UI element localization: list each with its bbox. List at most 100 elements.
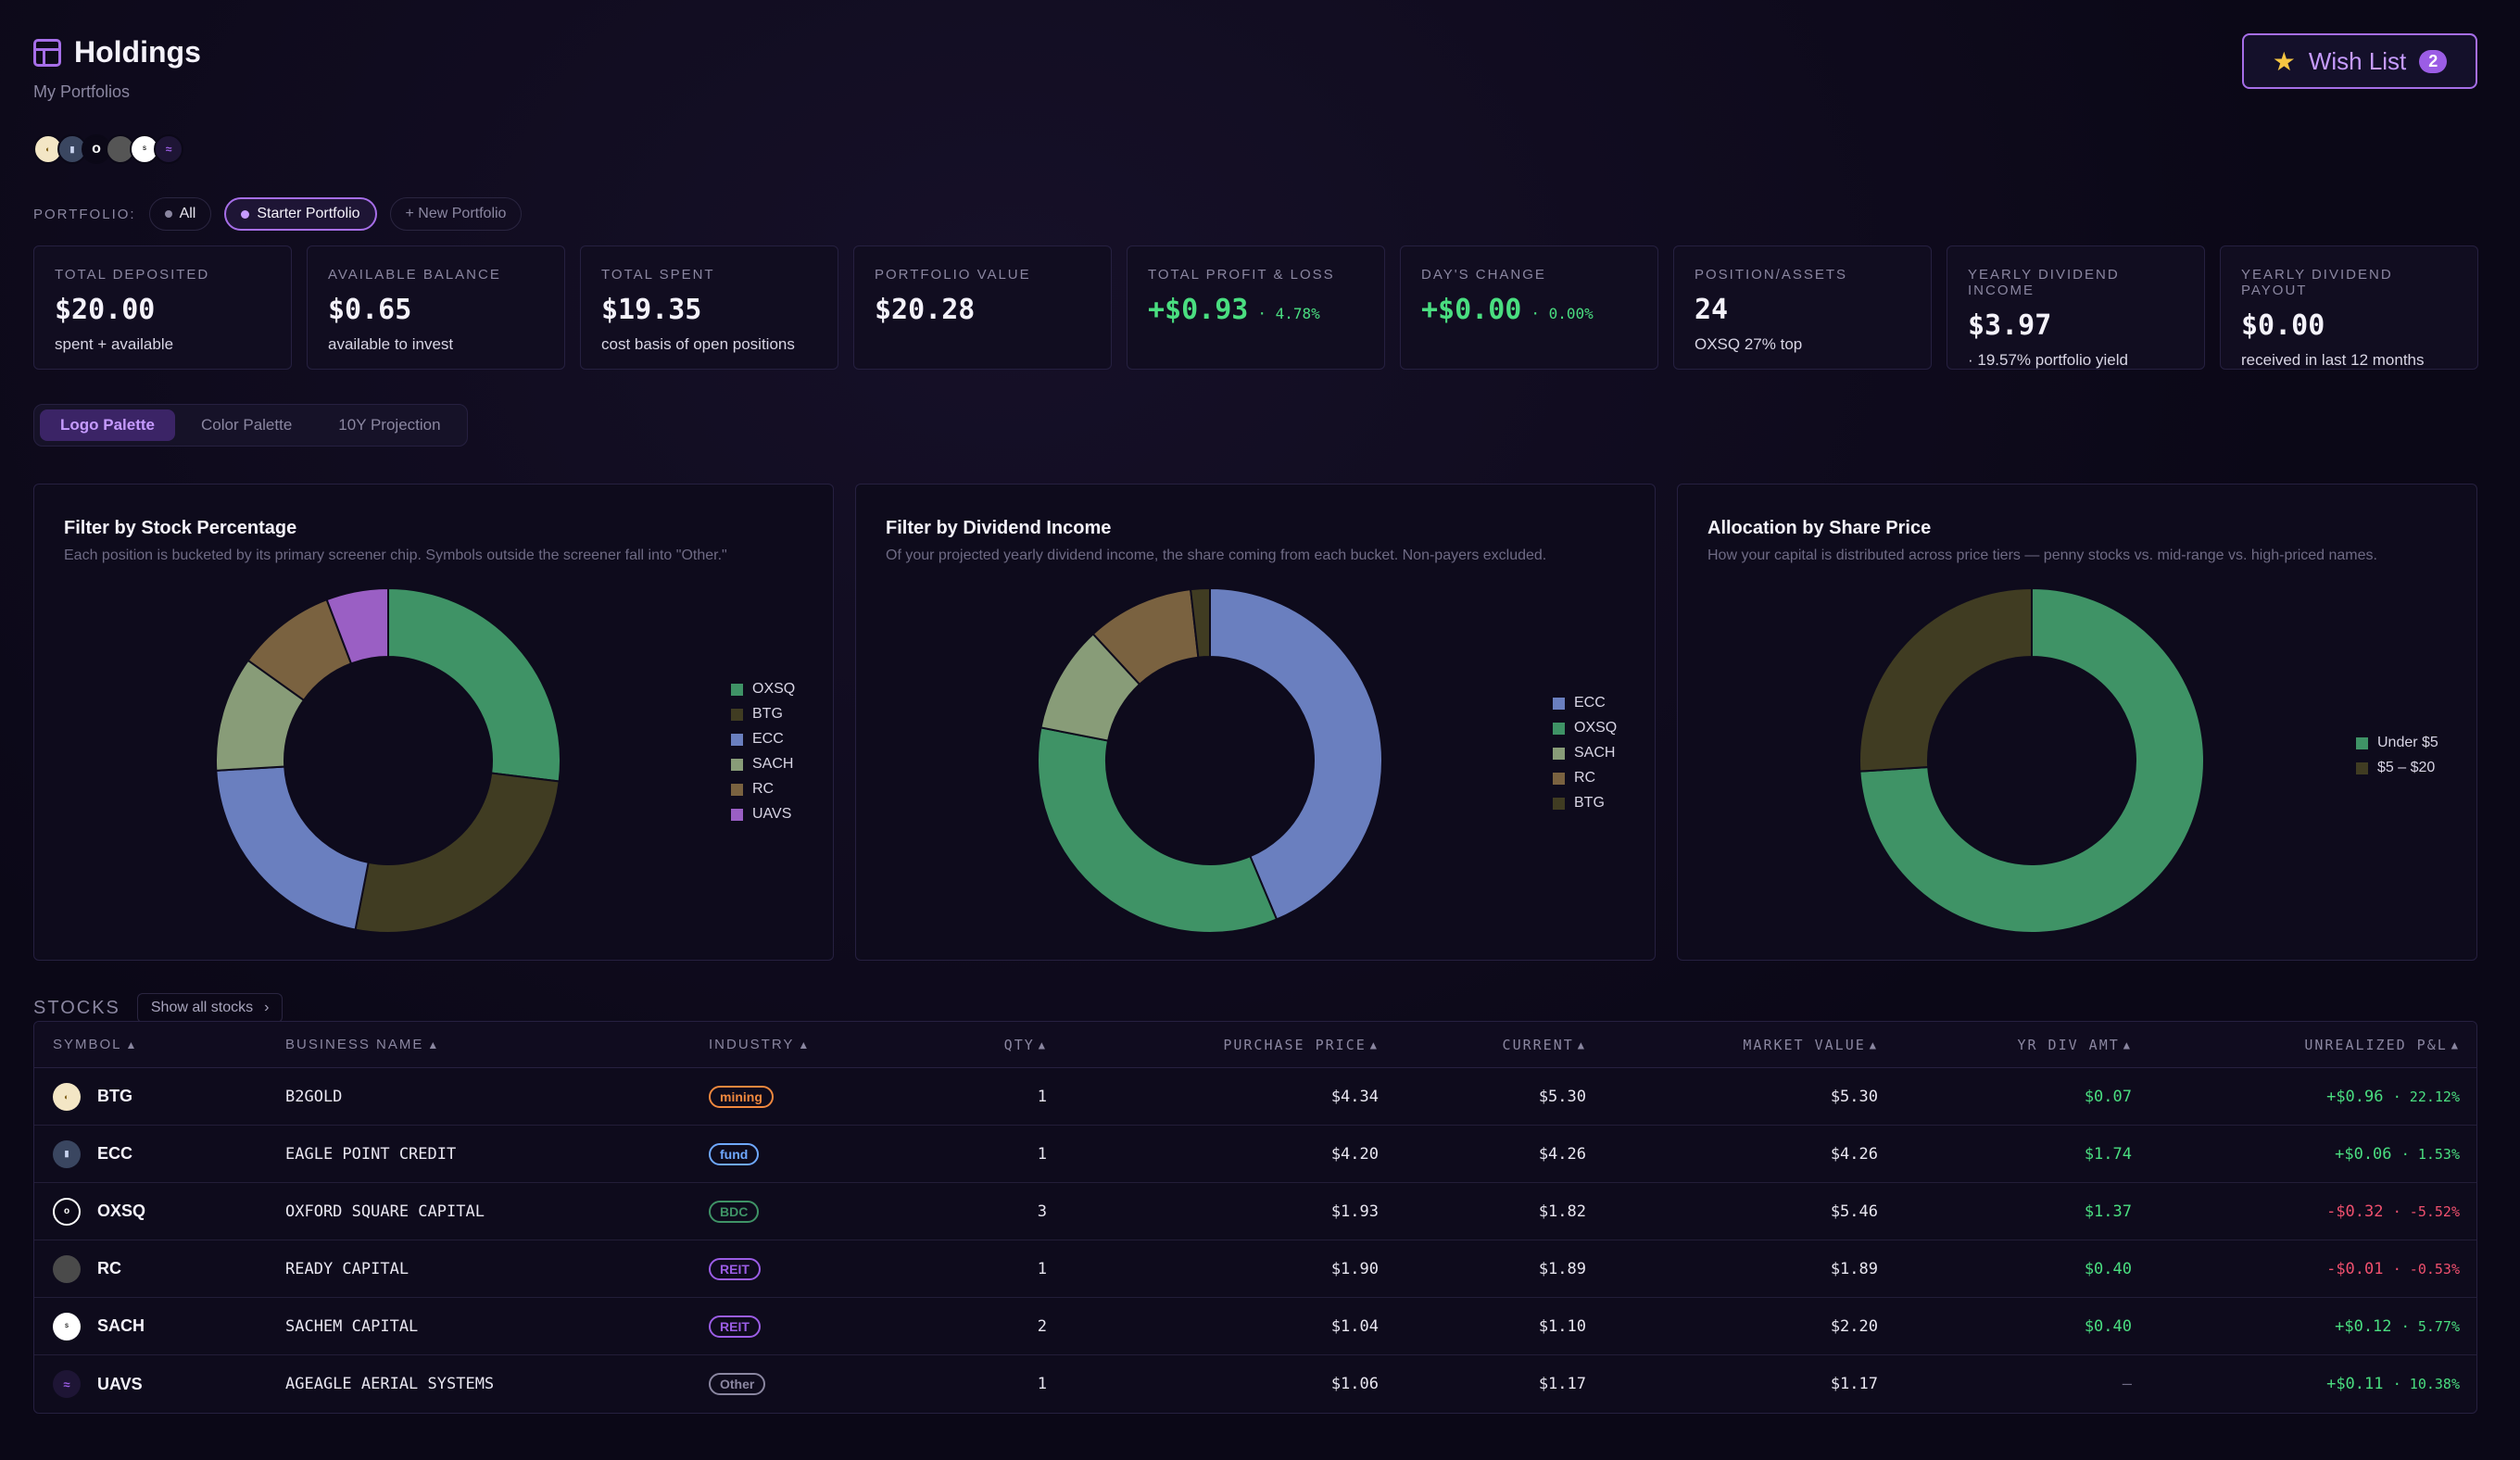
business-name-cell: SACHEM CAPITAL — [285, 1316, 419, 1336]
market-value-cell: $5.46 — [1830, 1202, 1878, 1221]
table-row[interactable]: ◐ BTG B2GOLD mining 1 $4.34 $5.30 $5.30 $0.07 +$0… — [34, 1068, 2476, 1126]
portfolio-all-pill[interactable]: All — [148, 197, 212, 231]
stat-card: YEARLY DIVIDEND INCOME $3.97 · 19.57% port… — [1947, 245, 2205, 370]
portfolio-logo-strip: ◐ ▮ o S ≈ — [33, 134, 183, 164]
sort-asc-icon: ▲ — [1038, 1038, 1047, 1051]
purchase-price-cell: $1.90 — [1330, 1259, 1379, 1278]
col-header-purchase-price[interactable]: PURCHASE PRICE ▲ — [1223, 1036, 1379, 1053]
dot-icon — [241, 209, 250, 219]
legend-item[interactable]: SACH — [1553, 745, 1617, 761]
stat-card: POSITION/ASSETS 24 OXSQ 27% top — [1673, 245, 1932, 370]
stat-card-value: $19.35 — [601, 294, 702, 326]
donut-slice-5-20[interactable] — [1858, 586, 2033, 773]
portfolio-starter-pill[interactable]: Starter Portfolio — [224, 197, 377, 231]
legend-item[interactable]: $5 – $20 — [2356, 760, 2438, 776]
table-row[interactable]: o OXSQ OXFORD SQUARE CAPITAL BDC 3 $1.93 $1.82… — [34, 1183, 2476, 1240]
industry-cell: BDC — [709, 1183, 760, 1240]
col-header-current[interactable]: CURRENT ▲ — [1502, 1036, 1586, 1053]
ecc-logo-icon[interactable]: ▮ — [57, 134, 87, 164]
col-header-symbol[interactable]: SYMBOL ▲ — [53, 1037, 139, 1052]
stats-cards: TOTAL DEPOSITED $20.00 spent + available AV… — [33, 245, 2478, 370]
symbol-text[interactable]: SACH — [97, 1316, 145, 1335]
tab-10y-projection[interactable]: 10Y Projection — [338, 416, 441, 434]
stat-card-value: 24 — [1695, 294, 1729, 326]
donut-slice-oxsq[interactable] — [387, 586, 561, 783]
stat-card-subtext: received in last 12 months — [2241, 351, 2425, 369]
unrealized-pl-cell: +$0.06 · 1.53% — [2335, 1126, 2460, 1182]
stocks-title: STOCKS — [33, 997, 120, 1018]
industry-cell: mining — [709, 1068, 774, 1125]
uavs-logo-icon[interactable]: ≈ — [154, 134, 183, 164]
new-portfolio-button[interactable]: + New Portfolio — [389, 197, 523, 231]
rc-logo-icon — [53, 1254, 81, 1283]
donut-slice-btg[interactable] — [1189, 586, 1211, 659]
pl-amount: +$0.11 — [2326, 1375, 2384, 1393]
pl-percent: · 10.38% — [2392, 1376, 2460, 1392]
show-all-stocks-button[interactable]: Show all stocks › — [136, 993, 284, 1023]
donut-slice-under-5[interactable] — [1858, 586, 2205, 934]
table-row[interactable]: ▮ ECC EAGLE POINT CREDIT fund 1 $4.20 $4.26 $4.… — [34, 1126, 2476, 1183]
legend-item[interactable]: RC — [731, 781, 795, 798]
legend-item[interactable]: ECC — [1553, 695, 1617, 711]
col-header-qty[interactable]: QTY ▲ — [1003, 1036, 1047, 1053]
tab-logo-palette[interactable]: Logo Palette — [40, 409, 176, 441]
wish-list-button[interactable]: ★ Wish List 2 — [2242, 33, 2477, 89]
panel-title: Filter by Stock Percentage — [64, 518, 297, 538]
legend-item[interactable]: OXSQ — [731, 681, 795, 698]
col-header-industry[interactable]: INDUSTRY ▲ — [709, 1037, 812, 1052]
stocks-header: STOCKS Show all stocks › — [33, 993, 284, 1023]
stat-card: TOTAL SPENT $19.35 cost basis of open posi… — [580, 245, 838, 370]
purchase-price-cell: $4.34 — [1330, 1087, 1379, 1106]
donut-slice-oxsq[interactable] — [1037, 726, 1279, 934]
legend-item[interactable]: BTG — [731, 706, 795, 723]
table-row[interactable]: RC READY CAPITAL REIT 1 $1.90 $1.89 $1.89 $0.40… — [34, 1240, 2476, 1298]
pl-amount: -$0.32 — [2326, 1202, 2384, 1221]
pl-amount: +$0.96 — [2326, 1087, 2384, 1106]
legend-item[interactable]: BTG — [1553, 795, 1617, 812]
legend-item[interactable]: UAVS — [731, 806, 795, 823]
stat-card-value: +$0.00 — [1421, 294, 1522, 326]
stat-card-value: $0.00 — [2241, 309, 2325, 342]
col-header-market-value[interactable]: MARKET VALUE ▲ — [1743, 1036, 1878, 1053]
col-header-yr-div-amt[interactable]: YR DIV AMT ▲ — [2017, 1036, 2132, 1053]
business-name-cell: AGEAGLE AERIAL SYSTEMS — [285, 1375, 495, 1393]
legend-item[interactable]: RC — [1553, 770, 1617, 787]
legend-label: ECC — [1574, 695, 1606, 711]
btg-logo-icon: ◐ — [53, 1082, 81, 1111]
current-price-cell: $1.82 — [1538, 1202, 1586, 1221]
pl-percent: · -5.52% — [2392, 1202, 2460, 1220]
legend-label: SACH — [1574, 745, 1616, 761]
stat-card: AVAILABLE BALANCE $0.65 available to inves… — [307, 245, 565, 370]
portfolio-all-label: All — [179, 206, 196, 221]
panel-description: How your capital is distributed across p… — [1707, 548, 2377, 563]
symbol-text[interactable]: OXSQ — [97, 1202, 146, 1220]
symbol-cell: ≈ UAVS — [53, 1355, 143, 1413]
business-name-cell: EAGLE POINT CREDIT — [285, 1144, 457, 1164]
market-value-cell: $4.26 — [1830, 1144, 1878, 1164]
donut-slice-btg[interactable] — [354, 772, 561, 934]
table-row[interactable]: S SACH SACHEM CAPITAL REIT 2 $1.04 $1.10 $2.20 $… — [34, 1298, 2476, 1355]
symbol-text[interactable]: RC — [97, 1259, 121, 1278]
donut-slice-uavs[interactable] — [325, 586, 389, 665]
legend-item[interactable]: SACH — [731, 756, 795, 773]
legend-item[interactable]: Under $5 — [2356, 735, 2438, 751]
table-body: ◐ BTG B2GOLD mining 1 $4.34 $5.30 $5.30 $0.07 +$0… — [34, 1068, 2476, 1413]
col-header-unrealized-pl[interactable]: UNREALIZED P&L ▲ — [2304, 1036, 2460, 1053]
current-price-cell: $1.10 — [1538, 1316, 1586, 1336]
donut-slice-ecc[interactable] — [1209, 586, 1383, 921]
legend-item[interactable]: OXSQ — [1553, 720, 1617, 736]
table-row[interactable]: ≈ UAVS AGEAGLE AERIAL SYSTEMS Other 1 $1.06 $1… — [34, 1355, 2476, 1413]
stat-card-value: $3.97 — [1968, 309, 2052, 342]
symbol-text[interactable]: ECC — [97, 1144, 133, 1163]
legend-label: Under $5 — [2377, 735, 2438, 750]
symbol-text[interactable]: UAVS — [97, 1374, 143, 1393]
legend-item[interactable]: ECC — [731, 731, 795, 748]
tab-color-palette[interactable]: Color Palette — [201, 416, 293, 434]
donut-slice-ecc[interactable] — [215, 765, 370, 931]
symbol-text[interactable]: BTG — [97, 1087, 132, 1105]
symbol-cell: ▮ ECC — [53, 1126, 132, 1182]
stat-card-label: TOTAL PROFIT & LOSS — [1148, 267, 1335, 283]
legend-swatch — [1553, 772, 1565, 785]
page-title: Holdings — [74, 35, 201, 69]
col-header-business-name[interactable]: BUSINESS NAME ▲ — [285, 1037, 441, 1052]
